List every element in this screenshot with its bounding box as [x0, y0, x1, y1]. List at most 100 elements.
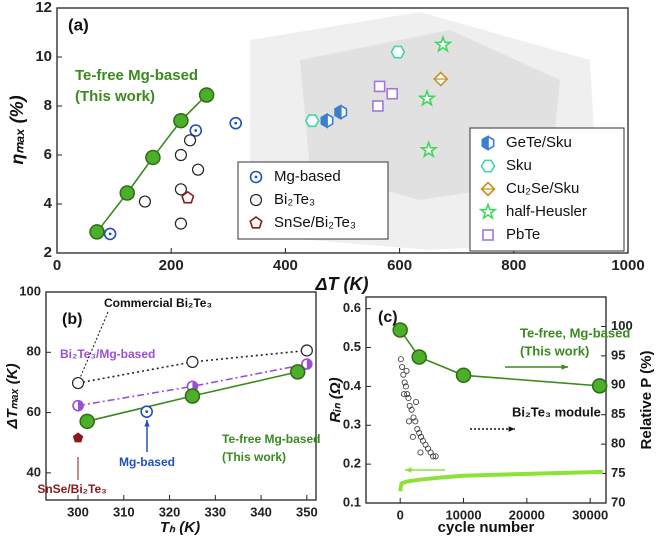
- marker-shape: [372, 100, 384, 112]
- marker-shape: [386, 87, 398, 100]
- marker: [427, 449, 434, 456]
- marker-shape: [397, 356, 404, 363]
- marker: [174, 183, 188, 196]
- marker: [119, 185, 135, 201]
- plot-frame: [45, 291, 317, 501]
- marker: [71, 376, 85, 390]
- marker-shape: [186, 355, 199, 369]
- annotation: Commercial Bi₂Te₃: [104, 296, 212, 310]
- series-line: [399, 329, 600, 387]
- y2-tick-label: 75: [611, 465, 625, 480]
- marker: [300, 344, 313, 357]
- marker: [373, 80, 386, 93]
- marker: [478, 202, 498, 221]
- marker-shape: [406, 402, 413, 409]
- marker: [174, 148, 188, 162]
- marker-half: [481, 135, 489, 151]
- marker-shape: [419, 140, 439, 159]
- x-tick-label: 1000: [611, 257, 644, 274]
- marker: [304, 114, 320, 128]
- arrow-head: [561, 364, 568, 370]
- y-tick-label: 12: [35, 0, 52, 16]
- marker: [173, 112, 189, 129]
- marker: [372, 100, 384, 112]
- marker: [417, 449, 424, 456]
- marker-shape: [403, 367, 410, 374]
- marker: [397, 356, 404, 363]
- x-tick-label: 320: [159, 504, 181, 519]
- x-tick-label: 310: [113, 504, 135, 519]
- marker: [433, 71, 449, 87]
- y-axis-title: Rᵢₙ (Ω): [327, 377, 344, 422]
- marker-shape: [425, 445, 432, 452]
- marker-shape: [181, 190, 195, 204]
- marker-shape: [418, 433, 425, 440]
- marker: [249, 170, 263, 184]
- marker-dot: [254, 175, 258, 179]
- x-tick-label: 330: [204, 504, 226, 519]
- marker: [401, 379, 408, 386]
- marker: [422, 441, 429, 448]
- marker: [411, 349, 427, 365]
- y2-tick-label: 85: [611, 406, 625, 421]
- marker: [403, 367, 410, 374]
- marker: [181, 190, 195, 204]
- marker-shape: [79, 413, 95, 430]
- x-axis-title: Tₕ (K): [160, 519, 200, 536]
- series-label: Bi₂Te₃ module: [512, 404, 601, 419]
- y-tick-label: 60: [27, 404, 41, 419]
- x-tick-label: 200: [159, 257, 184, 274]
- marker-shape: [304, 114, 320, 128]
- marker-half: [306, 359, 312, 370]
- arrow-head: [405, 467, 412, 473]
- marker: [409, 433, 416, 440]
- marker: [140, 405, 153, 418]
- marker: [400, 391, 407, 398]
- annotation: (This work): [520, 343, 589, 358]
- marker-shape: [406, 418, 413, 425]
- y-tick-label: 6: [44, 146, 52, 163]
- marker-shape: [184, 388, 201, 404]
- marker-shape: [174, 148, 188, 162]
- x-axis-title: ΔT (K): [314, 274, 368, 294]
- marker: [416, 430, 423, 437]
- y-axis-title: ΔTₘₐₓ (K): [4, 363, 21, 429]
- x-tick-label: 800: [501, 257, 526, 274]
- legend-label: Cu₂Se/Sku: [506, 180, 579, 197]
- marker: [412, 418, 419, 425]
- annotation: (b): [62, 311, 82, 328]
- marker-shape: [300, 344, 313, 357]
- marker: [482, 229, 494, 241]
- marker: [400, 371, 407, 378]
- marker-shape: [480, 159, 496, 173]
- marker-half: [320, 112, 328, 129]
- marker-shape: [392, 322, 408, 338]
- marker: [72, 432, 84, 443]
- x-tick-label: 340: [250, 504, 272, 519]
- marker: [138, 195, 152, 208]
- marker: [301, 358, 313, 370]
- marker: [425, 445, 432, 452]
- legend-box: [469, 127, 625, 252]
- marker: [249, 216, 263, 229]
- annotation: Te-free Mg-based: [75, 67, 198, 84]
- marker: [399, 363, 406, 370]
- marker-shape: [174, 183, 188, 196]
- x-tick-label: 0: [53, 257, 61, 274]
- legend-label: Mg-based: [274, 168, 341, 185]
- marker-shape: [412, 418, 419, 425]
- marker: [229, 116, 243, 130]
- y-tick-label: 2: [44, 244, 52, 261]
- plot-frame: [56, 7, 629, 254]
- annotation: Bi₂Te₃/Mg-based: [60, 347, 155, 361]
- y-tick-label: 0.6: [343, 300, 361, 315]
- y2-tick-label: 95: [611, 347, 625, 362]
- marker-half: [334, 104, 342, 121]
- marker: [89, 224, 105, 240]
- annotation: (This work): [222, 450, 286, 464]
- marker-shape: [119, 185, 135, 201]
- marker: [417, 88, 437, 107]
- marker-shape: [411, 349, 427, 365]
- leader-line: [79, 311, 109, 379]
- arrow-head: [508, 426, 515, 432]
